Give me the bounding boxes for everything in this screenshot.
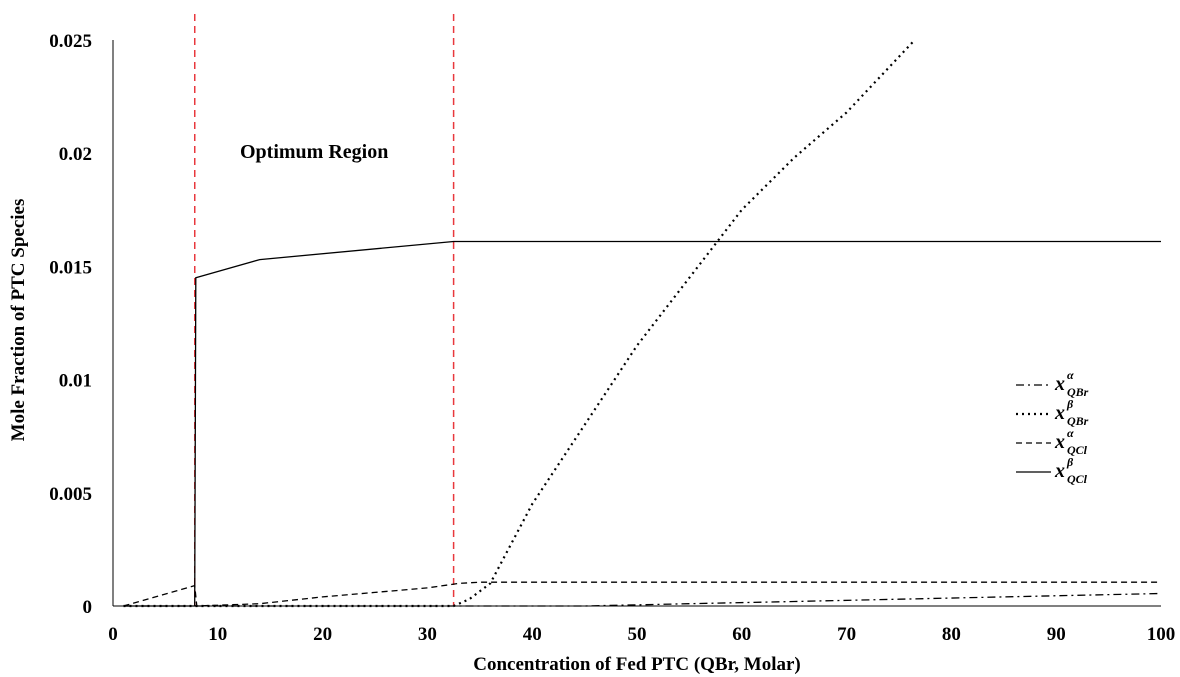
- legend-label-base: x: [1054, 460, 1065, 482]
- legend-label-sub: QCl: [1067, 443, 1088, 457]
- y-tick-label: 0.01: [59, 371, 92, 392]
- x-tick-label: 10: [208, 624, 227, 645]
- legend-label-sup: β: [1066, 455, 1074, 469]
- legend-label-sub: QBr: [1067, 385, 1089, 399]
- y-tick-label: 0.02: [59, 144, 92, 165]
- optimum-region-annotation: Optimum Region: [240, 141, 388, 163]
- legend-label-base: x: [1054, 373, 1065, 395]
- series-line-dashed: [123, 581, 1161, 607]
- legend-label-sup: α: [1067, 426, 1074, 440]
- y-tick-labels: 0 0.005 0.01 0.015 0.02 0.025: [49, 31, 92, 618]
- x-tick-label: 50: [628, 624, 647, 645]
- series-line-dashdot: [123, 592, 1162, 607]
- y-tick-label: 0.015: [49, 257, 92, 278]
- x-tick-label: 30: [418, 624, 437, 645]
- x-tick-label: 100: [1147, 624, 1176, 645]
- x-tick-label: 60: [732, 624, 751, 645]
- x-tick-label: 80: [942, 624, 961, 645]
- legend-label-sup: β: [1066, 397, 1074, 411]
- legend-label-sup: α: [1067, 368, 1074, 382]
- x-tick-label: 90: [1047, 624, 1066, 645]
- series-lines: [123, 39, 1162, 608]
- x-tick-label: 40: [523, 624, 542, 645]
- series-line-dotted: [123, 39, 916, 608]
- x-tick-label: 20: [313, 624, 332, 645]
- legend-label-base: x: [1054, 402, 1065, 424]
- legend-label-base: x: [1054, 431, 1065, 453]
- x-axis-title: Concentration of Fed PTC (QBr, Molar): [473, 654, 801, 675]
- x-tick-labels: 0 10 20 30 40 50 60 70 80 90 100: [108, 624, 1175, 645]
- y-tick-label: 0: [83, 597, 93, 618]
- y-tick-label: 0.025: [49, 31, 92, 52]
- y-tick-label: 0.005: [49, 484, 92, 505]
- optimum-boundary-lines: [193, 14, 455, 606]
- legend-label-sub: QCl: [1067, 472, 1088, 486]
- legend-label-sub: QBr: [1067, 414, 1089, 428]
- x-tick-label: 0: [108, 624, 118, 645]
- series-line-solid: [123, 240, 1161, 607]
- x-tick-label: 70: [837, 624, 856, 645]
- y-axis-title: Mole Fraction of PTC Species: [8, 199, 29, 442]
